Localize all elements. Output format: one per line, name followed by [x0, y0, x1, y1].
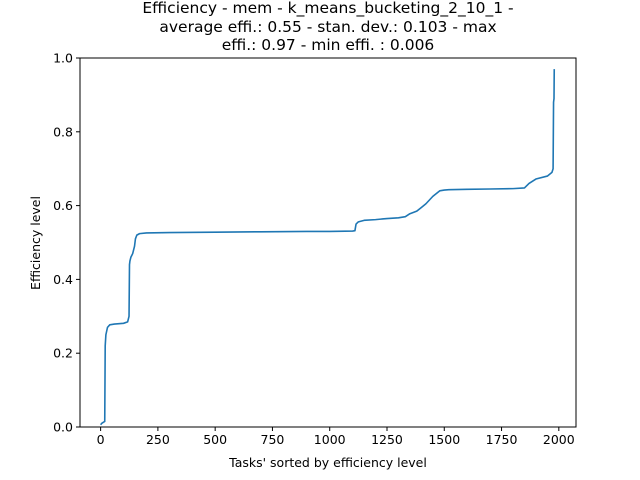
y-tick-label: 0.8 [53, 124, 73, 139]
x-tick-label: 500 [203, 432, 227, 447]
x-axis-ticks: 0 250 500 750 1000 1250 1500 1750 2000 [97, 427, 575, 447]
chart-title-line-2: average effi.: 0.55 - stan. dev.: 0.103 … [159, 18, 496, 36]
chart-title-line-1: Efficiency - mem - k_means_bucketing_2_1… [142, 0, 513, 18]
x-tick-label: 1750 [486, 432, 518, 447]
y-tick-label: 0.4 [53, 272, 73, 287]
y-tick-label: 0.2 [53, 346, 73, 361]
axes-frame [79, 57, 577, 428]
y-tick-label: 0.0 [53, 420, 73, 435]
x-tick-label: 750 [261, 432, 285, 447]
x-tick-label: 0 [97, 432, 105, 447]
plot-area [79, 57, 577, 428]
chart-title-line-3: effi.: 0.97 - min effi. : 0.006 [222, 36, 435, 54]
x-tick-label: 1500 [428, 432, 460, 447]
x-tick-label: 2000 [543, 432, 575, 447]
x-tick-label: 1000 [314, 432, 346, 447]
y-axis-label: Efficiency level [28, 196, 43, 290]
series-line-0 [99, 69, 556, 426]
y-axis-ticks: 0.0 0.2 0.4 0.6 0.8 1.0 [53, 51, 80, 435]
x-tick-label: 1250 [371, 432, 403, 447]
y-tick-label: 0.6 [53, 198, 73, 213]
y-tick-label: 1.0 [53, 51, 73, 66]
x-axis-label: Tasks' sorted by efficiency level [228, 455, 427, 470]
x-tick-label: 250 [146, 432, 170, 447]
